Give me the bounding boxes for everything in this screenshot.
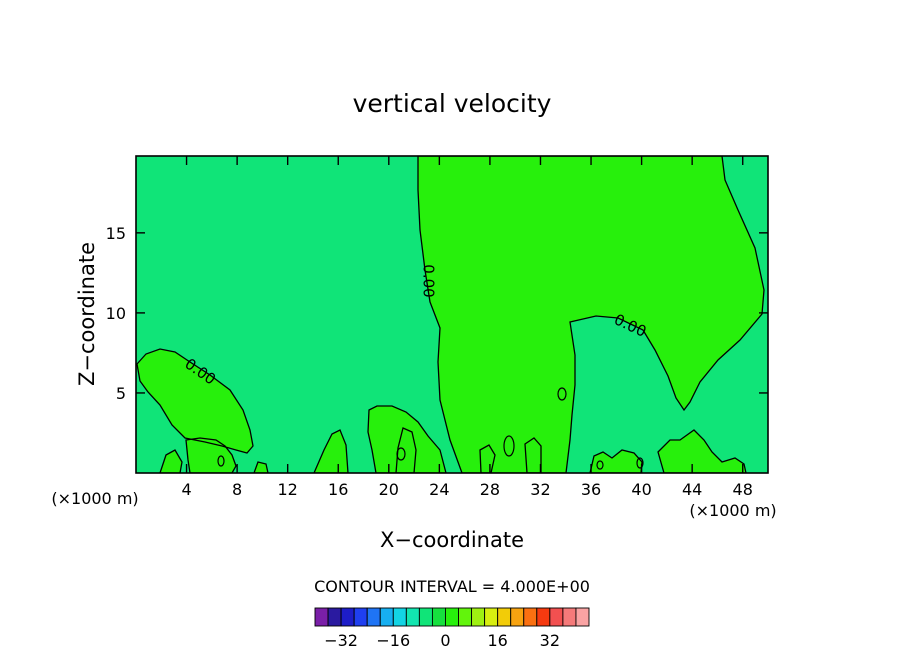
y-unit-label: (×1000 m)	[51, 489, 138, 508]
updraft-region	[658, 430, 746, 473]
contour-lines	[136, 156, 765, 473]
x-tick-label: 4	[181, 480, 191, 499]
colorbar-swatch	[340, 607, 355, 627]
updraft-region	[418, 156, 764, 473]
contour-line	[313, 429, 349, 473]
contour-line	[503, 435, 515, 457]
x-tick-label: 36	[581, 480, 601, 499]
colorbar-swatch	[562, 607, 577, 627]
y-axis: 5 10 15	[106, 224, 768, 403]
colorbar-swatch	[379, 607, 394, 627]
contour-line	[185, 437, 237, 473]
x-tick-label: 24	[429, 480, 449, 499]
x-tick-label: 32	[530, 480, 550, 499]
colorbar-tick-label: −16	[376, 631, 410, 650]
colorbar-swatch	[523, 607, 538, 627]
y-tick-label: 15	[106, 224, 126, 243]
colorbar-swatch	[510, 607, 525, 627]
colorbar-swatch	[484, 607, 499, 627]
x-axis-title: X−coordinate	[380, 528, 524, 552]
updraft-region	[160, 450, 182, 473]
y-tick-label: 10	[106, 304, 126, 323]
colorbar-swatch	[418, 607, 433, 627]
x-tick-label: 44	[682, 480, 702, 499]
colorbar-swatch	[405, 607, 420, 627]
colorbar-swatch	[392, 607, 407, 627]
colorbar-swatch	[431, 607, 446, 627]
contour-line	[217, 455, 225, 467]
contour-line	[159, 449, 183, 473]
contour-line	[479, 444, 496, 473]
chart-title: vertical velocity	[353, 89, 552, 118]
contour-line	[636, 457, 644, 469]
x-axis: 4 8 12 16 20 24 28 32 36 40 44 48	[181, 156, 753, 499]
updraft-region	[396, 428, 416, 473]
x-tick-label: 28	[480, 480, 500, 499]
contour-line	[417, 156, 765, 473]
colorbar-tick-label: 16	[487, 631, 507, 650]
x-tick-label: 16	[328, 480, 348, 499]
contour-line	[136, 348, 254, 454]
colorbar-swatch	[575, 607, 590, 627]
x-tick-label: 20	[379, 480, 399, 499]
contour-line	[396, 447, 406, 461]
contour-line	[596, 460, 604, 470]
contour-label: 0.00	[420, 264, 438, 297]
updraft-region	[314, 430, 348, 473]
colorbar-tick-label: 32	[540, 631, 560, 650]
x-tick-label: 8	[232, 480, 242, 499]
colorbar: −32 −16 0 16 32	[314, 607, 590, 650]
colorbar-swatch	[445, 607, 459, 627]
contour-interval-text: CONTOUR INTERVAL = 4.000E+00	[314, 577, 590, 596]
colorbar-tick-label: −32	[324, 631, 358, 650]
colorbar-swatch	[458, 607, 473, 627]
updraft-region	[525, 438, 541, 473]
contour-line	[395, 427, 417, 473]
x-tick-label: 48	[733, 480, 753, 499]
colorbar-swatch	[314, 607, 329, 627]
contour-line	[367, 405, 447, 473]
updraft-region	[480, 445, 495, 473]
contour-line	[557, 387, 567, 401]
x-unit-label: (×1000 m)	[689, 501, 776, 520]
colorbar-swatch	[497, 607, 512, 627]
colorbar-swatch	[366, 607, 381, 627]
colorbar-swatch	[549, 607, 564, 627]
x-tick-label: 40	[631, 480, 651, 499]
plot-frame	[135, 155, 769, 474]
contour-line	[657, 429, 747, 473]
x-tick-label: 12	[278, 480, 298, 499]
colorbar-swatch	[353, 607, 368, 627]
y-tick-label: 5	[116, 384, 126, 403]
colorbar-swatch	[327, 607, 342, 627]
updraft-region	[137, 349, 253, 453]
colorbar-swatch	[471, 607, 486, 627]
contour-line	[524, 437, 542, 473]
colorbar-swatch	[536, 607, 551, 627]
plot-area: 0.000.000.00	[135, 155, 769, 474]
colorbar-tick-label: 0	[440, 631, 450, 650]
y-axis-title: Z−coordinate	[75, 242, 99, 386]
contour-line	[253, 461, 269, 473]
